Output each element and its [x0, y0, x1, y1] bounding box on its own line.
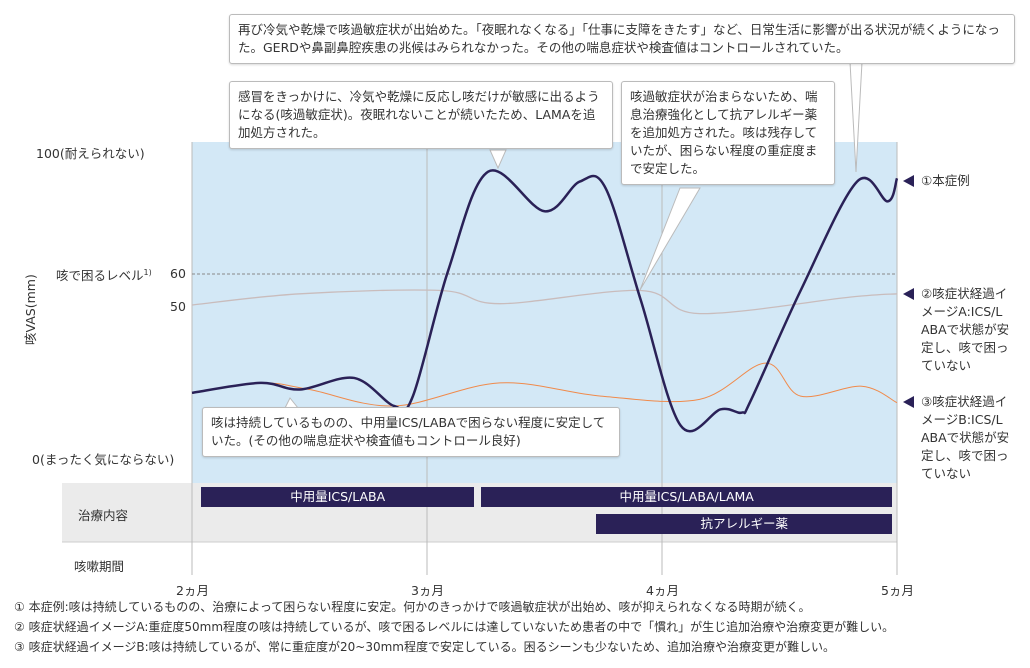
legend-text: ①本症例 — [921, 173, 970, 188]
series-line-3 — [191, 362, 898, 407]
treatment-bar: 中用量ICS/LABA — [201, 487, 474, 507]
legend-case: ①本症例 — [903, 172, 1021, 190]
callout-lama: 感冒をきっかけに、冷気や乾燥に反応し咳だけが敏感に出るようになる(咳過敏症状)。… — [229, 81, 613, 149]
legend-text: ③咳症状経過イメージB:ICS/LABAで状態が安定し、咳で困っていない — [921, 394, 1010, 481]
callout-recurrence: 再び冷気や乾燥で咳過敏症状が出始めた。「夜眠れなくなる」「仕事に支障をきたす」な… — [229, 14, 1015, 64]
x-tick-3: 3ヵ月 — [411, 583, 444, 598]
y-tick-0: 0(まったく気にならない) — [32, 452, 175, 467]
footnote-1: ① 本症例:咳は持続しているものの、治療によって困らない程度に安定。何かのきっか… — [14, 600, 811, 614]
threshold-sup: 1) — [143, 267, 152, 277]
legend-arrow-icon — [903, 175, 914, 187]
y-axis-label: 咳VAS(mm) — [23, 274, 38, 345]
x-tick-4: 4ヵ月 — [646, 583, 679, 598]
legend-image-a: ②咳症状経過イメージA:ICS/LABAで状態が安定し、咳で困っていない — [903, 285, 1011, 375]
callout-stable: 咳は持続しているものの、中用量ICS/LABAで困らない程度に安定していた。(そ… — [202, 407, 620, 457]
legend-text: ②咳症状経過イメージA:ICS/LABAで状態が安定し、咳で困っていない — [921, 286, 1010, 373]
legend-arrow-icon — [903, 288, 914, 300]
series-line-1 — [191, 169, 899, 433]
treatment-bar: 抗アレルギー薬 — [596, 514, 893, 534]
callout-pointer — [489, 149, 507, 170]
threshold-text: 咳で困るレベル — [56, 268, 144, 283]
y-tick-50: 50 — [170, 299, 186, 314]
callout-pointer — [639, 187, 701, 291]
x-tick-5: 5ヵ月 — [881, 583, 914, 598]
series-line-2 — [191, 289, 898, 315]
threshold-label: 咳で困るレベル1) — [56, 265, 152, 284]
callout-antiallergy: 咳過敏症状が治まらないため、喘息治療強化として抗アレルギー薬を追加処方された。咳… — [621, 81, 835, 185]
legend-image-b: ③咳症状経過イメージB:ICS/LABAで状態が安定し、咳で困っていない — [903, 393, 1011, 483]
footnote-3: ③ 咳症状経過イメージB:咳は持続しているが、常に重症度が20~30mm程度で安… — [14, 640, 836, 654]
footnote-2: ② 咳症状経過イメージA:重症度50mm程度の咳は持続しているが、咳で困るレベル… — [14, 620, 895, 634]
treatment-bar: 中用量ICS/LABA/LAMA — [481, 487, 893, 507]
x-tick-2: 2ヵ月 — [176, 583, 209, 598]
legend-arrow-icon — [903, 396, 914, 408]
period-row-label: 咳嗽期間 — [74, 559, 125, 574]
treatment-row-label: 治療内容 — [78, 508, 129, 523]
y-tick-60: 60 — [170, 266, 186, 281]
y-tick-100: 100(耐えられない) — [36, 146, 145, 161]
